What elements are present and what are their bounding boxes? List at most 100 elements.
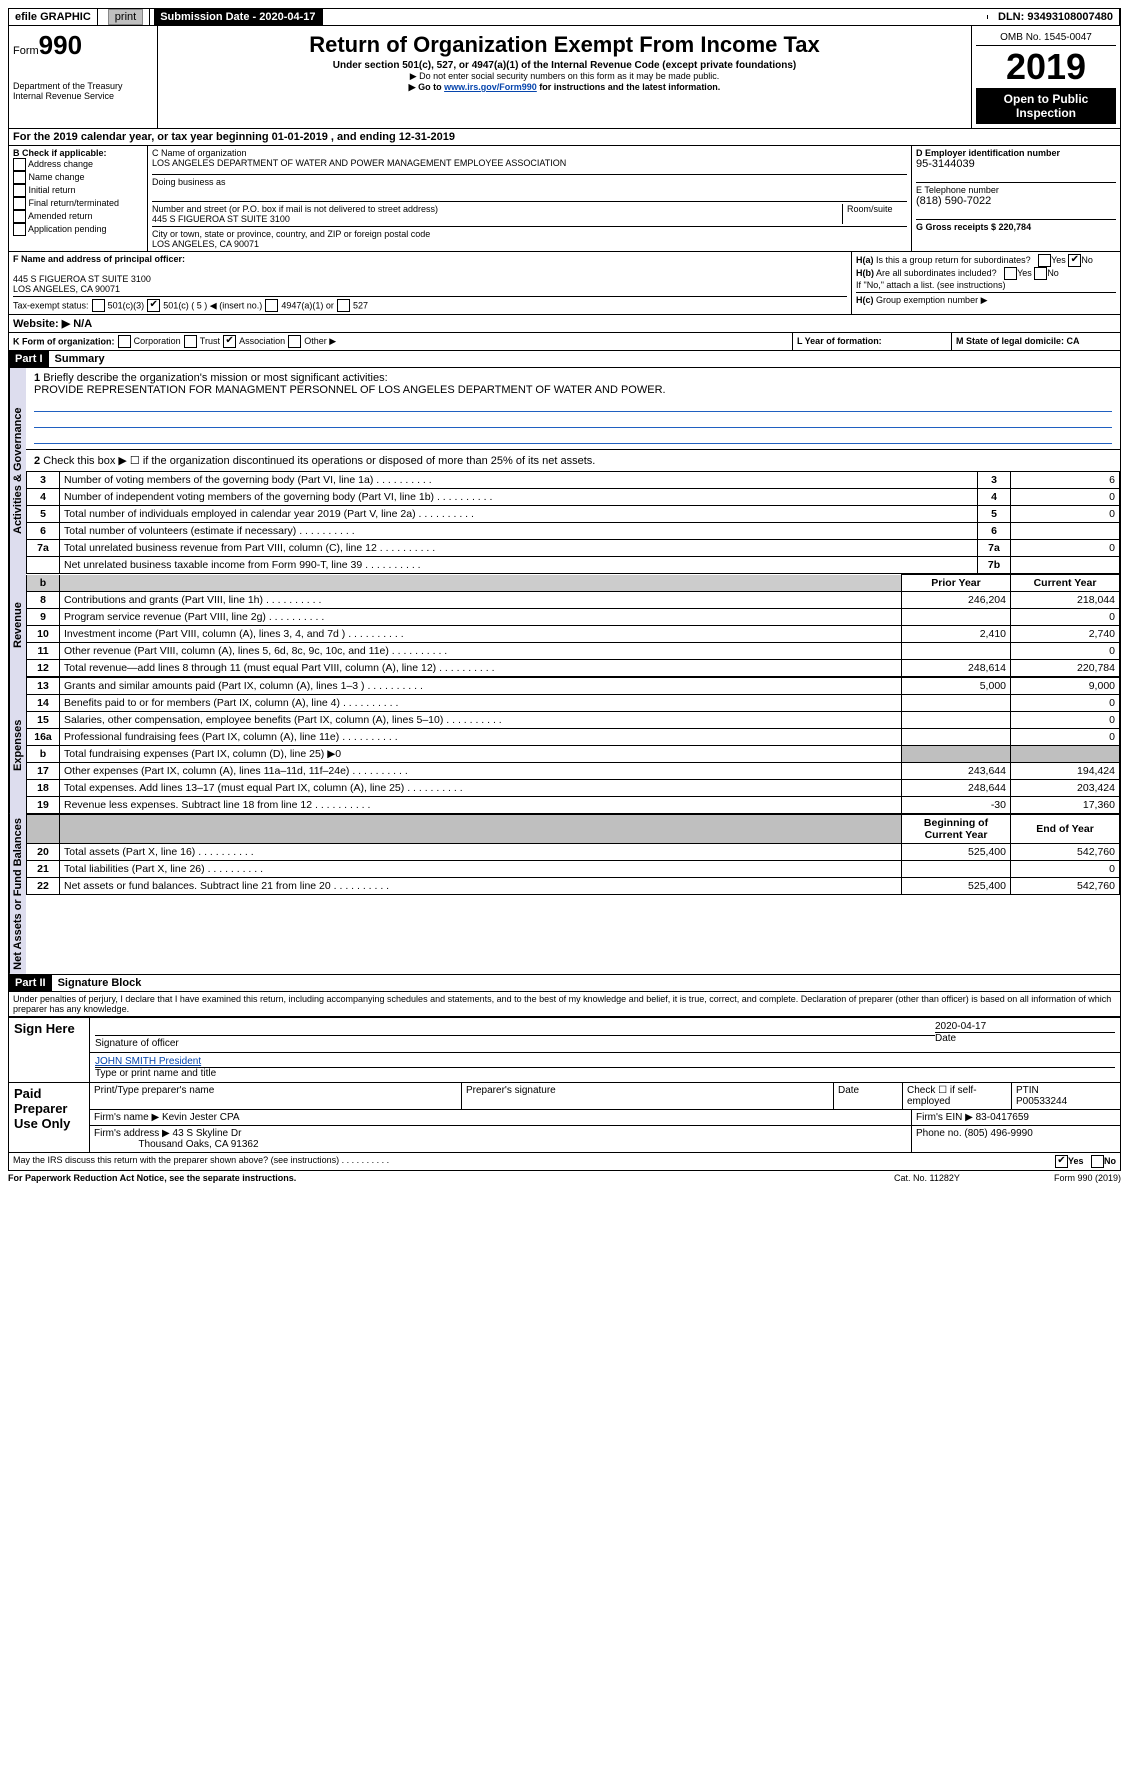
- print-button[interactable]: print: [108, 9, 143, 25]
- firm-addr2: Thousand Oaks, CA 91362: [138, 1139, 258, 1150]
- officer-name[interactable]: JOHN SMITH President: [95, 1056, 1115, 1067]
- addr-label: Number and street (or P.O. box if mail i…: [152, 204, 842, 214]
- tax-status-label: Tax-exempt status:: [13, 300, 89, 310]
- k-label: K Form of organization:: [13, 336, 115, 346]
- firm-name: Kevin Jester CPA: [162, 1112, 240, 1123]
- discuss-no[interactable]: [1091, 1155, 1104, 1168]
- form-number: 990: [39, 30, 82, 60]
- form-label: Form: [13, 45, 39, 57]
- dln: DLN: 93493108007480: [992, 9, 1120, 25]
- section-b-c-d: B Check if applicable: Address change Na…: [8, 146, 1121, 252]
- paid-preparer: Paid Preparer Use Only: [9, 1082, 90, 1152]
- vlabel-revenue: Revenue: [9, 574, 26, 677]
- checkbox[interactable]: [13, 184, 26, 197]
- checkbox-501c[interactable]: ✔: [147, 299, 160, 312]
- section-f-h: F Name and address of principal officer:…: [8, 252, 1121, 315]
- period: For the 2019 calendar year, or tax year …: [9, 129, 1120, 145]
- org-name: LOS ANGELES DEPARTMENT OF WATER AND POWE…: [152, 158, 907, 168]
- m-label: M State of legal domicile: CA: [956, 336, 1080, 346]
- form-header: Form990 Department of the Treasury Inter…: [8, 26, 1121, 129]
- firm-phone-label: Phone no.: [916, 1128, 962, 1139]
- catno: Cat. No. 11282Y: [894, 1173, 1054, 1183]
- firm-addr-label: Firm's address ▶: [94, 1128, 170, 1139]
- ha: Is this a group return for subordinates?: [876, 255, 1031, 265]
- irs: Internal Revenue Service: [13, 91, 153, 101]
- note2-post: for instructions and the latest informat…: [537, 82, 721, 92]
- vlabel-expenses: Expenses: [9, 677, 26, 814]
- f-addr1: 445 S FIGUEROA ST SUITE 3100: [13, 274, 847, 284]
- efile-label: efile GRAPHIC: [9, 9, 98, 25]
- k-opt[interactable]: [184, 335, 197, 348]
- phone: (818) 590-7022: [916, 195, 1116, 207]
- f-addr2: LOS ANGELES, CA 90071: [13, 284, 847, 294]
- k-opt[interactable]: [118, 335, 131, 348]
- hb: Are all subordinates included?: [876, 268, 997, 278]
- checkbox[interactable]: [13, 210, 26, 223]
- checkbox[interactable]: [13, 197, 26, 210]
- vlabel-net: Net Assets or Fund Balances: [9, 814, 26, 974]
- discuss: May the IRS discuss this return with the…: [13, 1155, 339, 1165]
- checkbox[interactable]: [13, 223, 26, 236]
- k-opt[interactable]: [288, 335, 301, 348]
- part1-label: Part I: [9, 351, 49, 367]
- check-label: B Check if applicable:: [13, 148, 143, 158]
- checkbox-527[interactable]: [337, 299, 350, 312]
- discuss-yes[interactable]: ✔: [1055, 1155, 1068, 1168]
- hb-note: If "No," attach a list. (see instruction…: [856, 280, 1116, 290]
- website: N/A: [73, 318, 92, 330]
- self-employed: Check ☐ if self-employed: [903, 1083, 1012, 1109]
- sign-here: Sign Here: [9, 1017, 90, 1082]
- e-label: E Telephone number: [916, 182, 1116, 195]
- note2-pre: ▶ Go to: [409, 82, 444, 92]
- form990-link[interactable]: www.irs.gov/Form990: [444, 82, 537, 92]
- dept: Department of the Treasury: [13, 81, 153, 91]
- hb-yes[interactable]: [1004, 267, 1017, 280]
- ha-no[interactable]: ✔: [1068, 254, 1081, 267]
- city-label: City or town, state or province, country…: [152, 229, 907, 239]
- g-label: G Gross receipts $ 220,784: [916, 219, 1116, 232]
- vlabel-governance: Activities & Governance: [9, 368, 26, 574]
- type-name-label: Type or print name and title: [95, 1067, 1115, 1079]
- submission-date: Submission Date - 2020-04-17: [154, 9, 322, 25]
- sig-officer-label: Signature of officer: [95, 1038, 935, 1049]
- form-title: Return of Organization Exempt From Incom…: [162, 32, 967, 58]
- prep-date-label: Date: [834, 1083, 903, 1109]
- signature-table: Sign Here Signature of officer 2020-04-1…: [8, 1017, 1121, 1153]
- revenue-section: Revenue bPrior YearCurrent Year8Contribu…: [8, 574, 1121, 677]
- firm-ein-label: Firm's EIN ▶: [916, 1112, 973, 1123]
- governance-section: Activities & Governance 1 Briefly descri…: [8, 368, 1121, 574]
- sig-date: 2020-04-17: [935, 1021, 1115, 1032]
- room-label: Room/suite: [842, 204, 907, 224]
- subtitle: Under section 501(c), 527, or 4947(a)(1)…: [162, 60, 967, 71]
- checkbox-501c3[interactable]: [92, 299, 105, 312]
- form-footer: Form 990 (2019): [1054, 1173, 1121, 1183]
- prep-sig-label: Preparer's signature: [462, 1083, 834, 1109]
- ptin: P00533244: [1016, 1096, 1067, 1107]
- q1: Briefly describe the organization's miss…: [43, 372, 387, 384]
- expenses-section: Expenses 13Grants and similar amounts pa…: [8, 677, 1121, 814]
- hb-no[interactable]: [1034, 267, 1047, 280]
- tax-year: 2019: [976, 46, 1116, 88]
- part2-title: Signature Block: [52, 975, 148, 991]
- q2: Check this box ▶ ☐ if the organization d…: [43, 455, 595, 467]
- k-opt[interactable]: ✔: [223, 335, 236, 348]
- firm-name-label: Firm's name ▶: [94, 1112, 159, 1123]
- part2-label: Part II: [9, 975, 52, 991]
- omb: OMB No. 1545-0047: [976, 30, 1116, 46]
- date-label: Date: [935, 1032, 1115, 1044]
- prep-name-label: Print/Type preparer's name: [90, 1083, 462, 1109]
- perjury: Under penalties of perjury, I declare th…: [8, 992, 1121, 1017]
- addr: 445 S FIGUEROA ST SUITE 3100: [152, 214, 842, 224]
- netassets-section: Net Assets or Fund Balances Beginning of…: [8, 814, 1121, 975]
- open-public: Open to Public Inspection: [976, 88, 1116, 124]
- checkbox-4947[interactable]: [265, 299, 278, 312]
- website-label: Website: ▶: [13, 318, 70, 330]
- ha-yes[interactable]: [1038, 254, 1051, 267]
- top-bar: efile GRAPHIC print Submission Date - 20…: [8, 8, 1121, 26]
- c-name-label: C Name of organization: [152, 148, 907, 158]
- checkbox[interactable]: [13, 171, 26, 184]
- part1-title: Summary: [49, 351, 111, 367]
- l-label: L Year of formation:: [797, 336, 882, 346]
- ptin-label: PTIN: [1016, 1085, 1039, 1096]
- checkbox[interactable]: [13, 158, 26, 171]
